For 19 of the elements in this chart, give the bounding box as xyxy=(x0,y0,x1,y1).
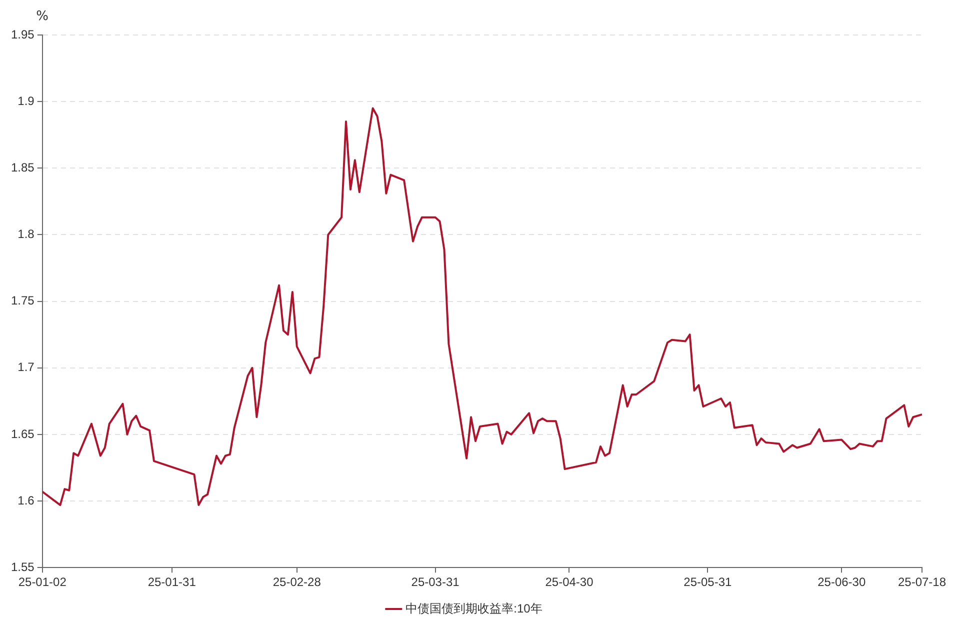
x-tick-label: 25-01-31 xyxy=(148,575,196,590)
x-tick-label: 25-06-30 xyxy=(818,575,866,590)
y-tick-label: 1.9 xyxy=(18,94,35,108)
y-tick-label: 1.6 xyxy=(18,493,35,508)
x-tick-label: 25-03-31 xyxy=(411,575,460,590)
x-tick-label: 25-04-30 xyxy=(545,575,594,590)
y-tick-label: 1.95 xyxy=(10,27,35,42)
x-tick-label: 25-02-28 xyxy=(272,575,322,590)
y-tick-label: 1.65 xyxy=(10,426,35,441)
legend-label: 中债国债到期收益率:10年 xyxy=(406,601,542,616)
x-tick-label: 25-05-31 xyxy=(684,575,732,590)
y-tick-label: 1.7 xyxy=(18,360,35,374)
y-tick-label: 1.55 xyxy=(10,560,35,574)
x-tick-label: 25-01-02 xyxy=(18,575,67,590)
y-tick-label: 1.85 xyxy=(10,160,35,174)
y-tick-label: 1.75 xyxy=(10,294,35,308)
x-tick-label: 25-07-18 xyxy=(898,575,946,590)
y-axis-title: % xyxy=(36,8,49,24)
y-tick-label: 1.8 xyxy=(18,227,35,242)
